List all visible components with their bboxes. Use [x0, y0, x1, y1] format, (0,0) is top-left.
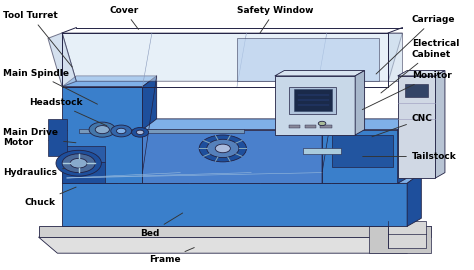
Polygon shape	[398, 76, 436, 178]
Polygon shape	[62, 162, 105, 183]
Bar	[320, 124, 331, 128]
Text: Monitor: Monitor	[363, 71, 452, 110]
Polygon shape	[388, 221, 426, 248]
Polygon shape	[62, 33, 402, 81]
Polygon shape	[143, 119, 336, 130]
Polygon shape	[143, 130, 322, 183]
Text: Main Spindle: Main Spindle	[3, 69, 98, 104]
Polygon shape	[369, 226, 431, 253]
Polygon shape	[62, 173, 421, 183]
Polygon shape	[62, 76, 156, 87]
Circle shape	[215, 144, 230, 153]
Polygon shape	[48, 119, 67, 157]
Text: CNC: CNC	[372, 114, 433, 137]
Text: Tailstock: Tailstock	[363, 152, 456, 161]
Circle shape	[207, 139, 239, 158]
Bar	[79, 129, 244, 133]
Bar	[305, 124, 316, 128]
Text: Chuck: Chuck	[24, 187, 76, 207]
Circle shape	[199, 135, 246, 162]
Text: Headstock: Headstock	[29, 98, 107, 126]
Text: Carriage: Carriage	[376, 15, 456, 74]
Circle shape	[117, 128, 126, 134]
Polygon shape	[237, 38, 379, 81]
Polygon shape	[62, 183, 407, 226]
Circle shape	[137, 130, 144, 134]
Text: Main Drive
Motor: Main Drive Motor	[3, 128, 76, 147]
Text: Bed: Bed	[140, 213, 182, 238]
Polygon shape	[322, 119, 336, 183]
Polygon shape	[398, 119, 412, 183]
Polygon shape	[388, 33, 402, 81]
Polygon shape	[331, 135, 393, 167]
Circle shape	[70, 158, 87, 168]
Text: Frame: Frame	[150, 248, 194, 264]
Polygon shape	[322, 119, 412, 130]
Circle shape	[111, 125, 132, 137]
Bar	[303, 148, 341, 154]
Bar	[289, 124, 301, 128]
Polygon shape	[407, 173, 421, 226]
Circle shape	[89, 122, 116, 137]
Text: Electrical
Cabinet: Electrical Cabinet	[381, 39, 459, 93]
Circle shape	[95, 126, 109, 134]
Polygon shape	[398, 70, 445, 76]
Circle shape	[62, 154, 95, 173]
Polygon shape	[436, 70, 445, 178]
Polygon shape	[275, 70, 365, 76]
Bar	[289, 87, 336, 113]
Text: Tool Turret: Tool Turret	[3, 11, 72, 67]
Text: Cover: Cover	[109, 6, 138, 29]
Circle shape	[56, 150, 101, 176]
Bar	[405, 84, 428, 97]
Text: Safety Window: Safety Window	[237, 6, 313, 33]
Polygon shape	[355, 70, 365, 135]
Polygon shape	[38, 226, 431, 237]
Polygon shape	[275, 76, 355, 135]
Polygon shape	[38, 237, 431, 253]
Polygon shape	[143, 76, 156, 183]
Text: Hydraulics: Hydraulics	[3, 168, 64, 177]
Polygon shape	[62, 146, 105, 162]
Polygon shape	[48, 33, 76, 87]
Bar	[294, 89, 331, 111]
Circle shape	[132, 127, 149, 137]
Polygon shape	[62, 87, 143, 183]
Circle shape	[318, 121, 326, 126]
Polygon shape	[322, 130, 398, 183]
